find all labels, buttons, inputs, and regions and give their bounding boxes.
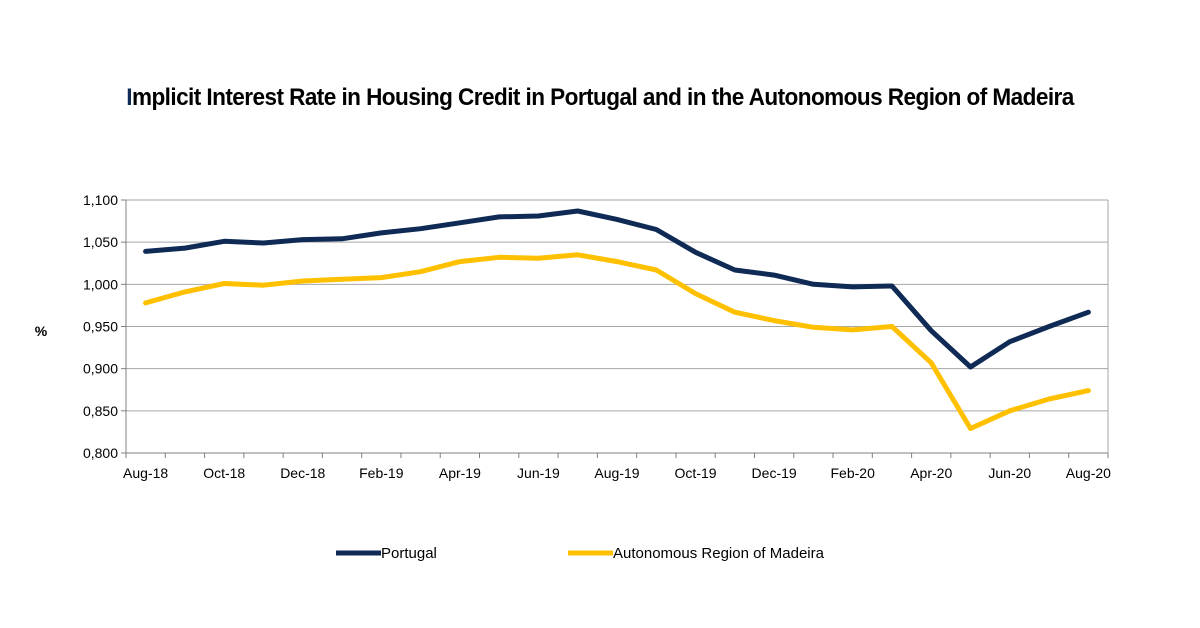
- x-tick-label: Oct-19: [675, 465, 717, 481]
- chart-title: Implicit Interest Rate in Housing Credit…: [36, 84, 1164, 112]
- x-tick-label: Jun-20: [988, 465, 1031, 481]
- x-tick-label: Apr-20: [910, 465, 952, 481]
- chart-title-text: mplicit Interest Rate in Housing Credit …: [131, 84, 1074, 111]
- chart-title-initial: I: [126, 84, 132, 111]
- x-tick-label: Feb-19: [359, 465, 404, 481]
- x-tick-label: Aug-19: [594, 465, 639, 481]
- series-line: [143, 252, 1091, 431]
- x-tick-label: Feb-20: [831, 465, 876, 481]
- x-tick-label: Apr-19: [439, 465, 481, 481]
- y-tick-label: 0,850: [83, 403, 118, 419]
- y-tick-label: 0,900: [83, 361, 118, 377]
- x-tick-label: Oct-18: [203, 465, 245, 481]
- x-axis: Aug-18 Oct-18 Dec-18 Feb-19 Apr-19 Jun-19 Aug-…: [123, 200, 1111, 481]
- legend: Portugal Autonomous Region of Madeira: [336, 545, 825, 562]
- legend-label: Portugal: [381, 545, 437, 562]
- y-tick-label: 0,950: [83, 319, 118, 335]
- y-tick-label: 1,100: [83, 192, 118, 208]
- x-tick-label: Aug-18: [123, 465, 168, 481]
- y-tick-label: 1,000: [83, 276, 118, 292]
- series-lines: [143, 208, 1091, 431]
- x-tick-label: Dec-18: [280, 465, 325, 481]
- series-line: [143, 208, 1091, 370]
- y-axis-label: %: [35, 323, 48, 339]
- y-tick-label: 1,050: [83, 234, 118, 250]
- legend-label: Autonomous Region of Madeira: [613, 545, 825, 562]
- y-axis-ticks: 1,100 1,050 1,000 0,950 0,900 0,850 0,800: [83, 192, 126, 461]
- x-tick-label: Jun-19: [517, 465, 560, 481]
- x-tick-label: Dec-19: [752, 465, 797, 481]
- x-tick-label: Aug-20: [1066, 465, 1111, 481]
- y-tick-label: 0,800: [83, 445, 118, 461]
